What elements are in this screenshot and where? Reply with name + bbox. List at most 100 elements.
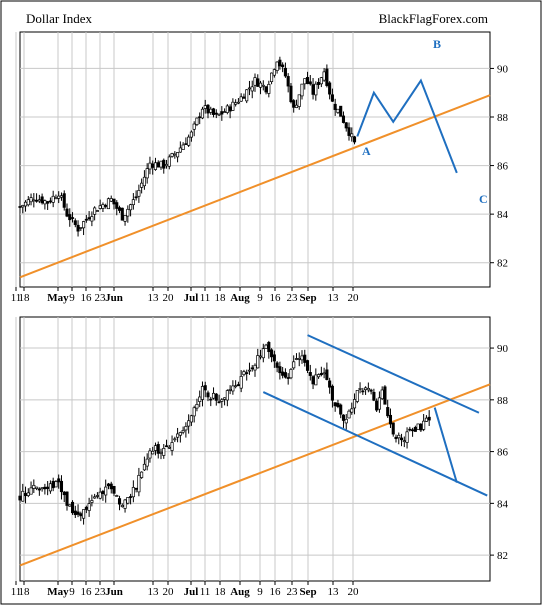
candle-body [62, 193, 66, 208]
candle-body [300, 83, 304, 97]
candle-body [54, 481, 58, 488]
candle-body [126, 497, 130, 504]
candle-body [159, 451, 163, 454]
candle-body [272, 354, 276, 362]
candle-body [258, 82, 263, 88]
candle-body [35, 199, 39, 202]
candle-body [35, 486, 39, 489]
candle-body [231, 385, 235, 392]
y-tick-label: 86 [497, 447, 509, 459]
candle-body [228, 106, 232, 112]
candle-body [173, 153, 177, 156]
candle-body [87, 503, 91, 511]
candle-body [106, 198, 111, 210]
candle-body [142, 176, 146, 187]
candle-body [416, 423, 420, 430]
candle-body [153, 162, 158, 170]
candle-body [48, 200, 52, 203]
candle-body [84, 506, 88, 510]
candle-body [115, 202, 119, 209]
candle-body [112, 485, 116, 494]
candle-body [383, 386, 387, 405]
candle-body [322, 71, 326, 81]
candle-body [120, 505, 124, 508]
candle-body [134, 487, 138, 490]
candle-body [98, 205, 102, 209]
candle-body [242, 371, 246, 375]
candle-body [95, 210, 99, 212]
candle-body [317, 81, 321, 85]
candle-body [187, 420, 191, 427]
x-tick-label: 16 [81, 586, 93, 598]
candle-body [26, 492, 30, 496]
candle-body [129, 496, 133, 498]
candle-body [142, 463, 146, 471]
candle-body [145, 458, 149, 467]
candle-body [68, 214, 72, 221]
candle-body [245, 372, 249, 374]
candle-body [156, 162, 160, 168]
candle-body [339, 404, 343, 415]
candle-body [305, 360, 310, 371]
candle-body [184, 143, 188, 145]
x-tick-label: 9 [257, 586, 263, 598]
candle-body [79, 227, 83, 229]
candle-body [220, 111, 224, 115]
candle-body [239, 96, 243, 102]
candle-body [341, 414, 346, 421]
candle-body [29, 487, 33, 495]
candle-body [82, 221, 86, 229]
candle-body [26, 199, 30, 206]
candle-body [333, 103, 337, 110]
candle-body [239, 376, 243, 389]
candle-body [225, 105, 229, 113]
candle-body [286, 76, 290, 87]
bottom-plot-frame [19, 316, 491, 582]
candle-body [333, 402, 337, 407]
candle-body [198, 396, 202, 402]
candle-body [375, 400, 379, 411]
candle-body [131, 199, 135, 206]
candle-body [57, 195, 61, 199]
candle-body [70, 501, 75, 514]
candle-body [355, 390, 359, 402]
candle-body [247, 369, 252, 372]
candle-body [211, 392, 216, 399]
candle-body [223, 397, 227, 400]
candle-body [40, 487, 44, 490]
trendline [19, 94, 491, 279]
candle-body [187, 136, 191, 146]
candle-body [372, 391, 376, 401]
candle-body [225, 390, 229, 401]
candle-body [261, 348, 265, 359]
candle-body [341, 115, 346, 123]
candle-body [281, 371, 285, 376]
candle-body [98, 491, 102, 499]
candle-body [76, 224, 80, 232]
candle-body [192, 407, 196, 417]
candle-body [200, 386, 205, 400]
candle-body [350, 133, 354, 138]
x-tick-label: Jun [105, 292, 123, 304]
candle-body [178, 147, 182, 153]
candle-body [339, 105, 343, 117]
candle-body [54, 197, 58, 200]
candle-body [242, 96, 246, 99]
x-tick-label: 16 [81, 292, 93, 304]
candle-body [275, 362, 279, 368]
candle-body [156, 444, 160, 454]
candle-body [104, 205, 108, 207]
candle-body [206, 104, 210, 114]
candle-body [411, 429, 415, 432]
candle-body [70, 217, 75, 219]
x-tick-label: Jul [184, 586, 199, 598]
candle-body [264, 86, 268, 93]
candle-body [358, 388, 362, 390]
candle-body [347, 410, 351, 419]
trendline [19, 383, 491, 567]
candle-body [424, 417, 428, 422]
candle-body [278, 59, 282, 67]
y-tick-label: 88 [497, 112, 509, 124]
candle-body [93, 207, 97, 215]
